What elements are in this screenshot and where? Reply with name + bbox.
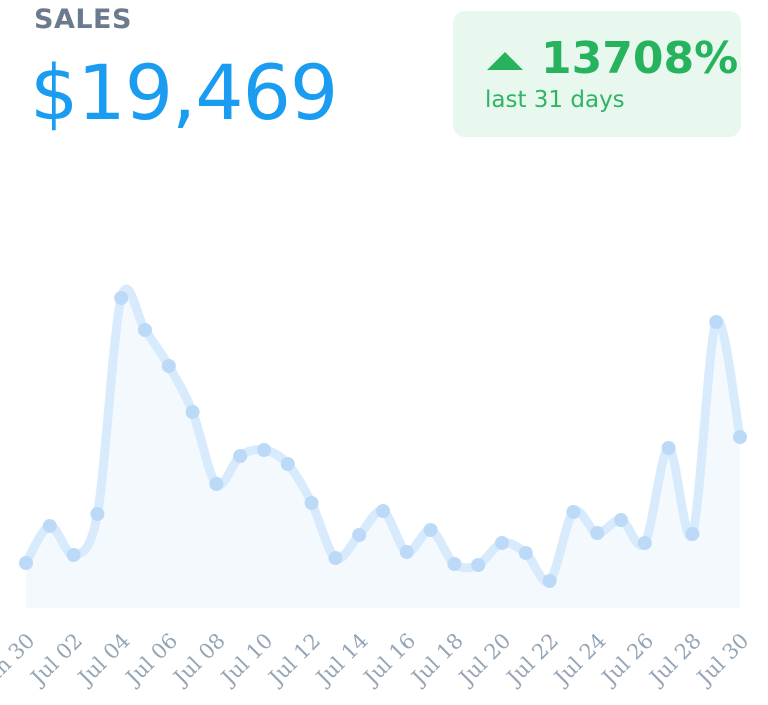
- x-tick-label: Jul 24: [548, 629, 610, 691]
- data-point: [709, 315, 724, 329]
- data-point: [161, 359, 176, 373]
- data-point: [328, 551, 343, 565]
- data-point: [566, 505, 581, 519]
- x-tick-label: Jul 12: [263, 629, 325, 691]
- data-point: [19, 556, 33, 570]
- data-point: [685, 527, 700, 541]
- change-percent: 13708%: [541, 33, 739, 84]
- sales-line: [21, 284, 745, 587]
- data-point: [90, 507, 105, 521]
- x-tick-label: Jul 22: [501, 629, 563, 691]
- x-tick-label: Jul 28: [644, 629, 706, 691]
- data-point: [304, 496, 319, 510]
- data-point: [542, 574, 557, 588]
- data-point: [233, 449, 248, 463]
- change-period: last 31 days: [485, 87, 625, 113]
- x-tick-label: Jul 04: [72, 629, 134, 691]
- data-point: [280, 457, 295, 471]
- change-card: 13708% last 31 days: [453, 11, 741, 137]
- data-point: [399, 545, 414, 559]
- x-tick-label: Jul 26: [596, 629, 658, 691]
- data-point: [138, 323, 152, 337]
- x-tick-label: Jul 10: [215, 629, 277, 691]
- data-point: [376, 504, 390, 518]
- sales-area: [26, 288, 740, 608]
- x-tick-label: Jul 14: [310, 629, 372, 691]
- x-tick-label: Jul 20: [453, 629, 515, 691]
- data-point: [352, 528, 367, 542]
- data-point: [733, 430, 747, 444]
- x-tick-label: Jul 30: [691, 629, 753, 691]
- data-points: [19, 291, 747, 588]
- data-point: [114, 291, 129, 305]
- x-tick-label: Jun 30: [0, 629, 40, 696]
- data-point: [637, 536, 652, 550]
- data-point: [42, 519, 57, 533]
- x-tick-label: Jul 16: [358, 629, 420, 691]
- widget-title: SALES: [34, 4, 132, 35]
- data-point: [614, 513, 628, 527]
- data-point: [66, 548, 81, 562]
- data-point: [209, 477, 224, 491]
- data-point: [495, 536, 509, 550]
- total-sales-value: $19,469: [30, 48, 338, 137]
- data-point: [471, 558, 486, 572]
- data-point: [590, 526, 605, 540]
- x-tick-label: Jul 02: [25, 629, 87, 691]
- data-point: [518, 546, 533, 560]
- change-row: 13708%: [487, 37, 738, 81]
- x-tick-label: Jul 18: [406, 629, 468, 691]
- data-point: [257, 443, 271, 457]
- data-point: [423, 523, 438, 537]
- x-tick-label: Jul 06: [120, 629, 182, 691]
- data-point: [185, 405, 200, 419]
- data-point: [661, 441, 676, 455]
- trend-up-icon: [487, 52, 523, 70]
- data-point: [447, 557, 462, 571]
- x-tick-label: Jul 08: [168, 629, 230, 691]
